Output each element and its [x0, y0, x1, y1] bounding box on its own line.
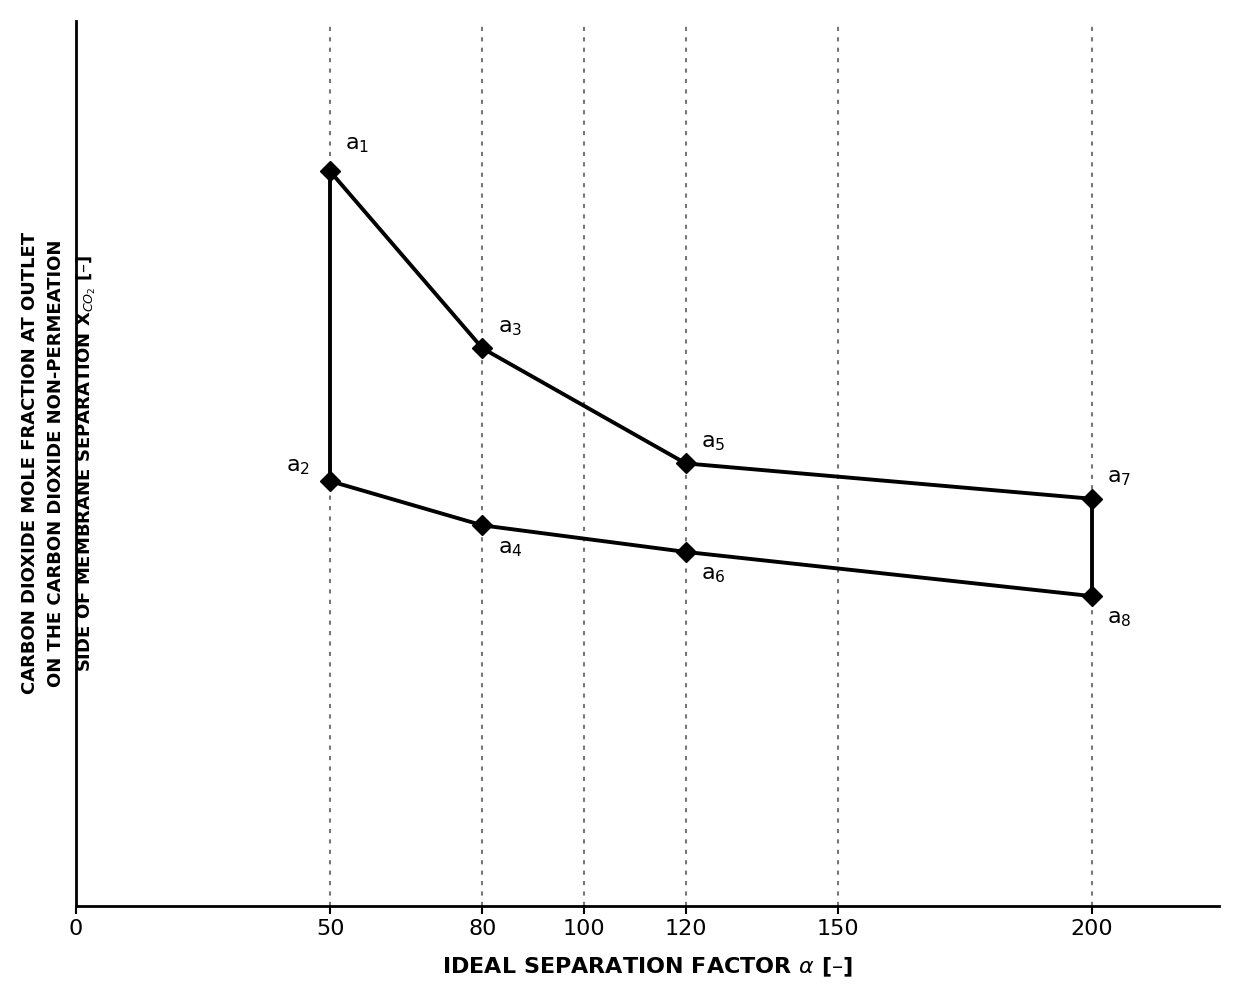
Text: a$_7$: a$_7$: [1107, 468, 1132, 488]
Text: a$_5$: a$_5$: [701, 433, 725, 453]
Text: a$_1$: a$_1$: [345, 135, 370, 155]
Text: a$_4$: a$_4$: [497, 539, 522, 559]
Text: a$_3$: a$_3$: [497, 318, 522, 338]
Text: a$_6$: a$_6$: [701, 565, 725, 585]
Text: a$_2$: a$_2$: [285, 457, 310, 477]
Y-axis label: CARBON DIOXIDE MOLE FRACTION AT OUTLET
ON THE CARBON DIOXIDE NON-PERMEATION
SIDE: CARBON DIOXIDE MOLE FRACTION AT OUTLET O…: [21, 232, 98, 694]
Text: a$_8$: a$_8$: [1107, 609, 1132, 629]
X-axis label: IDEAL SEPARATION FACTOR $\alpha$ [–]: IDEAL SEPARATION FACTOR $\alpha$ [–]: [443, 956, 853, 979]
